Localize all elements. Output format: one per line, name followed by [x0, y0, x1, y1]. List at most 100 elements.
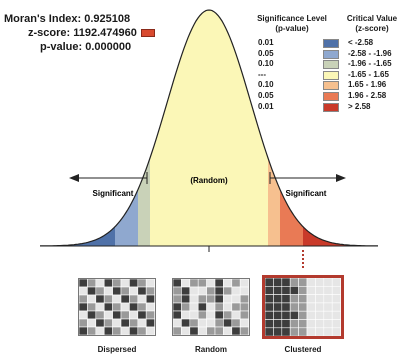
- map-cell: [323, 294, 333, 304]
- z-score-text: z-score: 1192.474960: [28, 26, 137, 40]
- legend-row: 0.10 -1.96 - -1.65: [242, 59, 407, 70]
- legend-row: 0.05 1.96 - 2.58: [242, 91, 407, 101]
- map-cell: [298, 327, 308, 337]
- legend-z-range: 1.65 - 1.96: [348, 80, 387, 90]
- map-cell: [112, 294, 122, 304]
- map-cell: [273, 286, 283, 295]
- map-cell: [78, 310, 88, 320]
- map-cell: [120, 278, 130, 288]
- map-cell: [197, 294, 207, 304]
- map-cell: [197, 318, 207, 328]
- map-cell: [189, 286, 199, 296]
- map-cell: [289, 302, 299, 312]
- left-arrow-head: [69, 174, 79, 182]
- map-cell: [223, 310, 233, 320]
- map-cell: [206, 318, 216, 328]
- map-cell: [273, 327, 283, 337]
- map-cell: [315, 319, 325, 329]
- map-cell: [172, 286, 182, 296]
- map-cell: [306, 277, 316, 287]
- map-cell: [315, 310, 325, 320]
- legend-z-range: 1.96 - 2.58: [348, 91, 387, 100]
- map-cell: [189, 318, 199, 328]
- random-label: (Random): [190, 176, 228, 185]
- map-cell: [120, 318, 130, 328]
- random-map-graphic: [172, 278, 249, 336]
- map-cell: [223, 294, 233, 304]
- map-cell: [95, 286, 105, 296]
- map-cell: [145, 310, 155, 320]
- map-cell: [214, 278, 224, 288]
- legend-p-value: 0.10: [258, 59, 274, 69]
- legend-row: 0.05 -2.58 - -1.96: [242, 49, 407, 59]
- legend-p-value: 0.01: [258, 101, 274, 111]
- map-cell: [281, 294, 291, 304]
- map-cell: [181, 278, 191, 288]
- map-cell: [306, 294, 316, 304]
- map-cell: [289, 327, 299, 337]
- z-score-value: 1192.474960: [73, 27, 137, 39]
- map-cell: [289, 277, 299, 287]
- map-cell: [103, 286, 113, 296]
- map-cell: [264, 327, 274, 337]
- map-cell: [231, 326, 241, 336]
- map-cell: [78, 318, 88, 328]
- map-cell: [87, 318, 97, 328]
- p-value-value: 0.000000: [85, 41, 132, 53]
- right-significant-label: Significant: [286, 189, 327, 198]
- map-cell: [298, 294, 308, 304]
- map-cell: [331, 302, 341, 312]
- map-cell: [223, 318, 233, 328]
- map-cell: [206, 326, 216, 336]
- clustered-label: Clustered: [284, 345, 322, 354]
- map-cell: [239, 326, 249, 336]
- map-cell: [264, 277, 274, 287]
- map-cell: [281, 319, 291, 329]
- map-cell: [129, 318, 139, 328]
- map-cell: [306, 286, 316, 295]
- map-cell: [103, 318, 113, 328]
- map-cell: [145, 278, 155, 288]
- morans-index-text: Moran's Index: 0.925108: [4, 12, 130, 26]
- map-cell: [331, 277, 341, 287]
- map-cell: [289, 310, 299, 320]
- map-cell: [214, 286, 224, 296]
- legend-row: 0.10 1.65 - 1.96: [242, 80, 407, 91]
- right-arrow-head: [336, 174, 346, 182]
- map-cell: [264, 310, 274, 320]
- map-cell: [281, 327, 291, 337]
- map-cell: [264, 286, 274, 295]
- map-cell: [129, 326, 139, 336]
- significance-header-title: Significance Level: [257, 14, 327, 23]
- legend-swatch: [323, 81, 339, 91]
- map-cell: [103, 326, 113, 336]
- map-cell: [172, 326, 182, 336]
- map-cell: [95, 302, 105, 312]
- map-cell: [112, 302, 122, 312]
- legend-swatch: [323, 70, 339, 80]
- map-cell: [214, 294, 224, 304]
- map-cell: [231, 278, 241, 288]
- map-cell: [78, 278, 88, 288]
- map-cell: [95, 294, 105, 304]
- map-cell: [103, 278, 113, 288]
- legend-swatch: [323, 102, 339, 112]
- map-cell: [112, 318, 122, 328]
- map-cell: [289, 294, 299, 304]
- map-cell: [223, 302, 233, 312]
- map-cell: [137, 294, 147, 304]
- map-cell: [120, 310, 130, 320]
- map-cell: [145, 318, 155, 328]
- map-cell: [197, 310, 207, 320]
- map-cell: [87, 326, 97, 336]
- map-cell: [112, 286, 122, 296]
- map-cell: [120, 294, 130, 304]
- map-cell: [231, 294, 241, 304]
- map-cell: [273, 277, 283, 287]
- dispersed-map-graphic: [78, 278, 155, 336]
- legend-p-value: 0.01: [258, 38, 274, 47]
- map-cell: [239, 318, 249, 328]
- map-cell: [137, 310, 147, 320]
- map-cell: [137, 302, 147, 312]
- legend-swatch: [323, 92, 339, 101]
